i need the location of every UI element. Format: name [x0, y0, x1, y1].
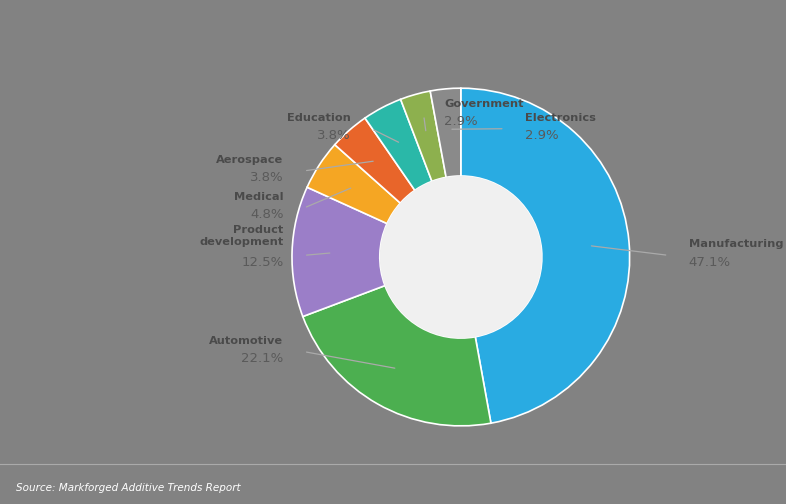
Text: 3.8%: 3.8%: [250, 171, 284, 184]
Text: Aerospace: Aerospace: [216, 155, 284, 165]
Text: 22.1%: 22.1%: [241, 352, 284, 365]
Wedge shape: [303, 286, 491, 426]
Text: 3.8%: 3.8%: [318, 129, 351, 142]
Wedge shape: [307, 145, 400, 224]
Text: Electronics: Electronics: [525, 113, 596, 123]
Wedge shape: [430, 88, 461, 177]
Text: Education: Education: [287, 113, 351, 123]
Wedge shape: [401, 91, 446, 181]
Text: Source: Markforged Additive Trends Report: Source: Markforged Additive Trends Repor…: [16, 483, 241, 493]
Text: 47.1%: 47.1%: [689, 256, 731, 269]
Text: Government: Government: [444, 99, 523, 109]
Wedge shape: [461, 88, 630, 423]
Text: Manufacturing: Manufacturing: [689, 239, 784, 249]
Text: 4.8%: 4.8%: [250, 208, 284, 221]
Wedge shape: [292, 187, 387, 317]
Circle shape: [380, 176, 542, 338]
Text: Product
development: Product development: [200, 225, 284, 247]
Wedge shape: [365, 99, 432, 191]
Text: Automotive: Automotive: [209, 336, 284, 346]
Text: 12.5%: 12.5%: [241, 256, 284, 269]
Text: 2.9%: 2.9%: [444, 115, 478, 129]
Text: Medical: Medical: [234, 192, 284, 202]
Wedge shape: [335, 118, 415, 203]
Text: 2.9%: 2.9%: [525, 129, 559, 142]
